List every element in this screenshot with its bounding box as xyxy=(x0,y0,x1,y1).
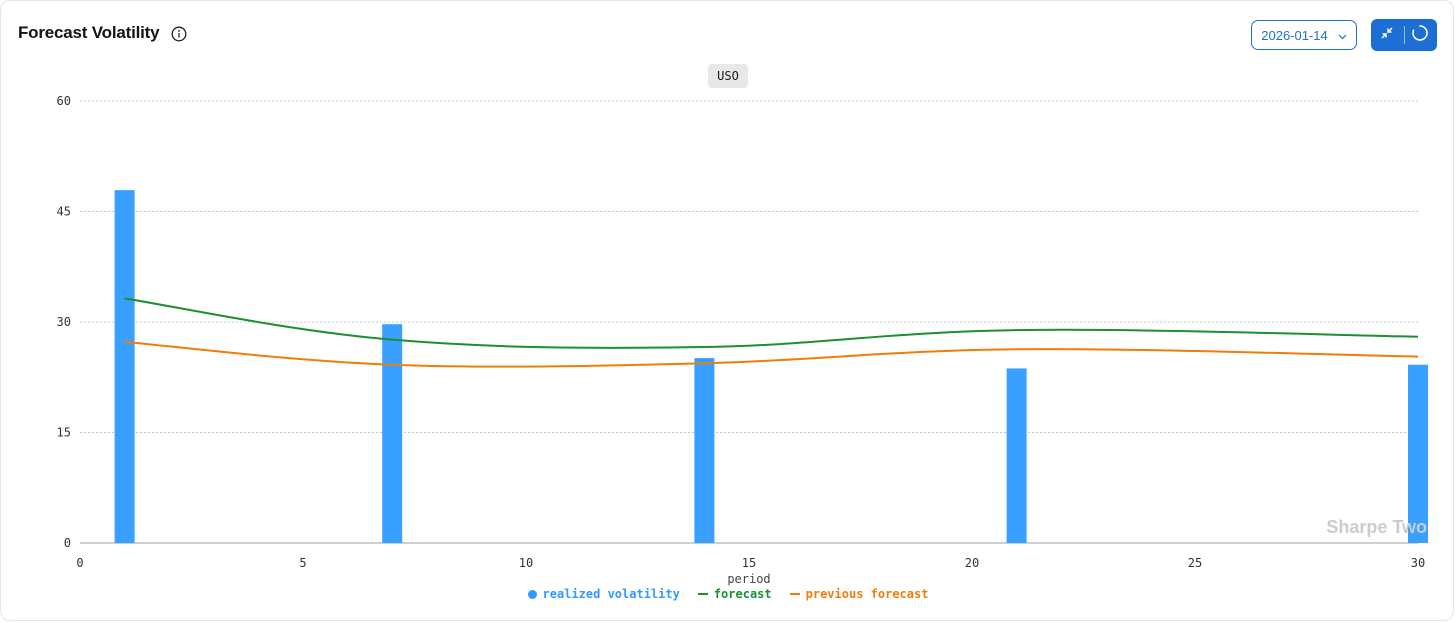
legend-item[interactable]: realized volatility xyxy=(527,587,680,601)
bar-realized-volatility[interactable] xyxy=(1006,368,1027,543)
x-tick-label: 20 xyxy=(965,556,979,570)
x-tick-label: 15 xyxy=(742,556,756,570)
axis-ticks: 0 15 30 45 60 0 5 10 15 20 25 30 xyxy=(57,94,1426,570)
lines xyxy=(124,297,1419,368)
info-icon[interactable] xyxy=(171,26,187,42)
watermark: Sharpe Two xyxy=(1326,517,1427,537)
legend-line-marker xyxy=(789,593,800,595)
legend-line-marker xyxy=(697,593,708,595)
y-tick-label: 15 xyxy=(57,426,71,440)
bar-realized-volatility[interactable] xyxy=(1408,364,1428,543)
date-select[interactable]: 2026-01-14 xyxy=(1251,20,1357,50)
x-tick-label: 5 xyxy=(299,556,306,570)
y-tick-label: 45 xyxy=(57,205,71,219)
x-tick-label: 0 xyxy=(76,556,83,570)
collapse-icon[interactable] xyxy=(1380,26,1394,45)
legend-dot-marker xyxy=(527,589,537,599)
grid-lines xyxy=(80,100,1418,544)
y-tick-label: 0 xyxy=(64,536,71,550)
chart-action-buttons xyxy=(1371,19,1437,51)
chart-title: Forecast Volatility xyxy=(18,23,160,42)
bar-realized-volatility[interactable] xyxy=(382,324,403,543)
ticker-badge[interactable]: USO xyxy=(708,64,748,88)
card-header: Forecast Volatility xyxy=(18,23,187,43)
legend-label: forecast xyxy=(713,587,772,601)
x-tick-label: 30 xyxy=(1411,556,1425,570)
line-forecast[interactable] xyxy=(124,297,1419,349)
x-tick-label: 25 xyxy=(1188,556,1202,570)
button-divider xyxy=(1404,26,1405,44)
chart-legend: realized volatility forecast previous fore… xyxy=(0,587,1456,601)
legend-item[interactable]: forecast xyxy=(697,587,772,601)
bar-realized-volatility[interactable] xyxy=(694,358,715,543)
line-previous-forecast[interactable] xyxy=(124,340,1419,368)
y-tick-label: 60 xyxy=(57,94,71,108)
bars xyxy=(114,190,1428,544)
y-tick-label: 30 xyxy=(57,315,71,329)
date-select-value: 2026-01-14 xyxy=(1261,27,1328,43)
legend-item[interactable]: previous forecast xyxy=(789,587,929,601)
legend-label: realized volatility xyxy=(542,587,680,601)
chevron-down-icon xyxy=(1338,28,1347,43)
bar-realized-volatility[interactable] xyxy=(114,190,135,544)
chart-controls: 2026-01-14 xyxy=(1251,19,1437,51)
spinner-icon[interactable] xyxy=(1411,24,1429,47)
x-tick-label: 10 xyxy=(519,556,533,570)
legend-label: previous forecast xyxy=(805,587,929,601)
x-axis-label: period xyxy=(727,572,770,586)
